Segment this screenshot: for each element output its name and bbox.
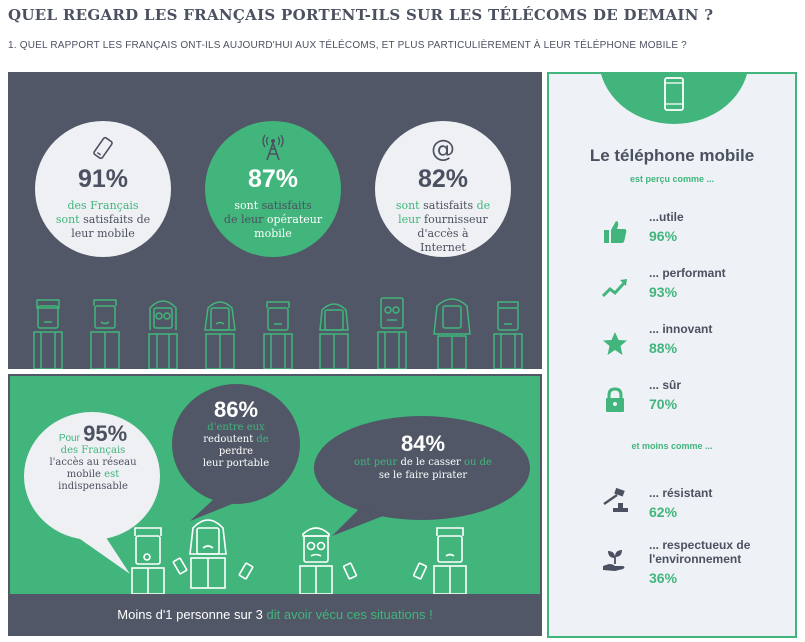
worried-people: [131, 519, 467, 594]
hammer-icon: [603, 487, 628, 512]
fears-panel: Pour 95% des Français l'accès au réseau …: [8, 374, 542, 636]
perception-item: ... sûr 70%: [549, 378, 795, 428]
person-figure: [433, 298, 471, 369]
thumbs-up-icon: [604, 221, 627, 243]
stat-circle-operator: 87% sont satisfaits de leur opérateur mo…: [205, 121, 341, 257]
person-figure: [263, 301, 293, 369]
person-figure: [90, 299, 120, 369]
person-figure: [493, 301, 523, 369]
person-figure: [33, 299, 63, 369]
antenna-icon: [262, 134, 284, 161]
stat-text: des Français sont satisfaits de leur mob…: [55, 199, 151, 240]
star-icon: [603, 332, 627, 355]
plant-hand-icon: [603, 550, 625, 571]
phone-badge: [599, 74, 749, 124]
perception-item: ... innovant 88%: [549, 322, 795, 372]
perception-panel: Le téléphone mobile est perçu comme ... …: [547, 72, 797, 638]
stat-circle-isp: @ 82% sont satisfaits de leur fournisseu…: [375, 121, 511, 257]
page-title: QUEL REGARD LES FRANÇAIS PORTENT-ILS SUR…: [8, 6, 714, 24]
perception-item: ... respectueux de l'environnement 36%: [549, 534, 795, 594]
bubble-fear-losing: 86% d'entre eux redoutent de perdre leur…: [202, 397, 270, 470]
perception-title: Le téléphone mobile: [589, 146, 755, 165]
stat-text: sont satisfaits de leur fournisseur d'ac…: [395, 199, 491, 254]
stat-percentage: 82%: [417, 165, 469, 193]
fears-footer: Moins d'1 personne sur 3 dit avoir vécu …: [10, 594, 540, 634]
people-illustration: [33, 297, 523, 369]
stat-percentage: 87%: [247, 165, 299, 193]
stat-percentage: 91%: [77, 165, 129, 193]
at-sign-icon: @: [431, 135, 455, 163]
perception-item: ...utile 96%: [549, 210, 795, 260]
padlock-icon: [606, 387, 624, 412]
page-subtitle: 1. QUEL RAPPORT LES FRANÇAIS ONT-ILS AUJ…: [8, 40, 687, 51]
person-figure: [319, 303, 349, 369]
perception-item: ... résistant 62%: [549, 478, 795, 528]
satisfaction-panel: 91% des Français sont satisfaits de leur…: [8, 72, 542, 369]
bubble-fear-breaking: 84% ont peur de le casser ou de se le fa…: [354, 431, 492, 482]
stat-circle-mobile: 91% des Français sont satisfaits de leur…: [35, 121, 171, 257]
bubbles-illustration: [24, 384, 530, 594]
perception-subtitle-positive: est perçu comme ...: [629, 174, 715, 184]
svg-text:@: @: [431, 135, 455, 163]
mobile-phone-icon: [93, 136, 113, 160]
person-figure: [148, 300, 178, 369]
smartphone-icon: [664, 77, 684, 111]
perception-item: ... performant 93%: [549, 266, 795, 316]
bubble-network-essential: Pour 95% des Français l'accès au réseau …: [49, 421, 137, 493]
person-figure: [204, 301, 236, 369]
trend-up-icon: [601, 279, 627, 298]
perception-subtitle-negative: et moins comme ...: [631, 441, 713, 451]
person-figure: [377, 297, 407, 369]
stat-text: sont satisfaits de leur opérateur mobile: [223, 199, 323, 240]
